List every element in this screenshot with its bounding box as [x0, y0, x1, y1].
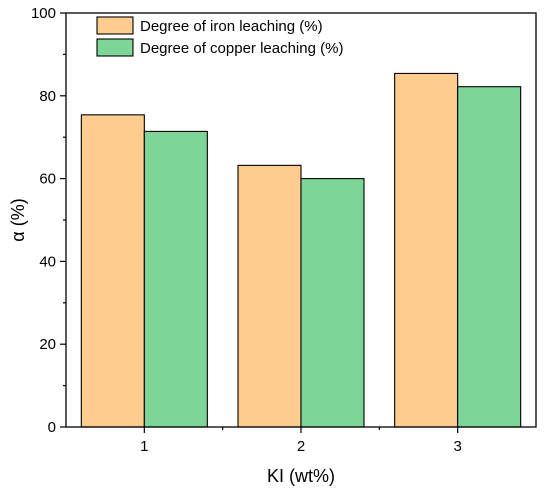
bar-series-1-cat-1 — [80, 114, 145, 428]
y-axis-title: α (%) — [8, 198, 28, 241]
y-tick-label: 0 — [48, 419, 56, 436]
legend-swatch-1 — [96, 16, 134, 35]
legend-label-1: Degree of iron leaching (%) — [140, 18, 323, 35]
legend-swatch-2 — [96, 38, 134, 57]
y-tick-label: 80 — [39, 88, 56, 105]
bar-series-2-cat-3 — [457, 86, 522, 428]
legend-label-2: Degree of copper leaching (%) — [140, 40, 343, 57]
y-tick-label: 100 — [31, 5, 56, 22]
x-axis-title: KI (wt%) — [267, 466, 335, 486]
bar-series-1-cat-3 — [394, 72, 459, 428]
bar-series-2-cat-1 — [143, 130, 208, 428]
x-tick-label: 2 — [297, 438, 305, 455]
y-tick-label: 20 — [39, 336, 56, 353]
x-axis-ticks: 1 2 3 — [140, 427, 462, 455]
bar-series-2-cat-2 — [300, 178, 365, 428]
y-tick-label: 60 — [39, 171, 56, 188]
y-tick-label: 40 — [39, 253, 56, 270]
bar-series-1-cat-2 — [237, 164, 302, 428]
legend: Degree of iron leaching (%) Degree of cop… — [96, 16, 343, 57]
x-tick-label: 3 — [453, 438, 461, 455]
bars-layer — [80, 72, 522, 428]
x-tick-label: 1 — [140, 438, 148, 455]
y-axis-ticks: 0 20 40 60 80 100 — [31, 5, 66, 436]
